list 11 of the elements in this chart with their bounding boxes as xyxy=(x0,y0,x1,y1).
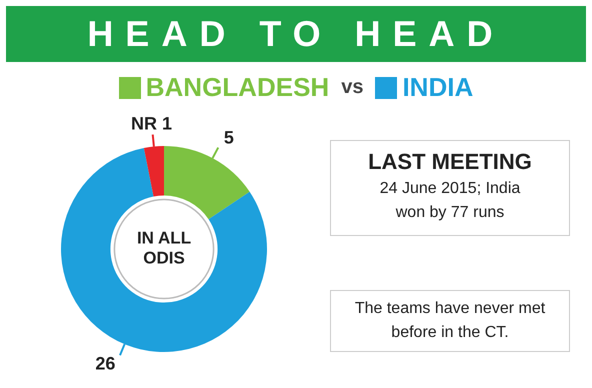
text: vs xyxy=(341,76,364,99)
text: 24 June 2015; India won by 77 runs xyxy=(378,179,522,223)
legend-label: INDIA xyxy=(402,72,474,103)
chart-title: HEAD TO HEAD xyxy=(6,6,586,62)
text: IN ALL ODIS xyxy=(136,228,192,268)
data-label: NR 1 xyxy=(131,114,172,134)
text: LAST MEETING xyxy=(367,149,533,175)
data-label: 5 xyxy=(224,128,234,148)
data-label: 26 xyxy=(95,353,116,374)
legend-label: BANGLADESH xyxy=(146,72,330,103)
text: The teams have never met before in the CT. xyxy=(330,290,570,352)
